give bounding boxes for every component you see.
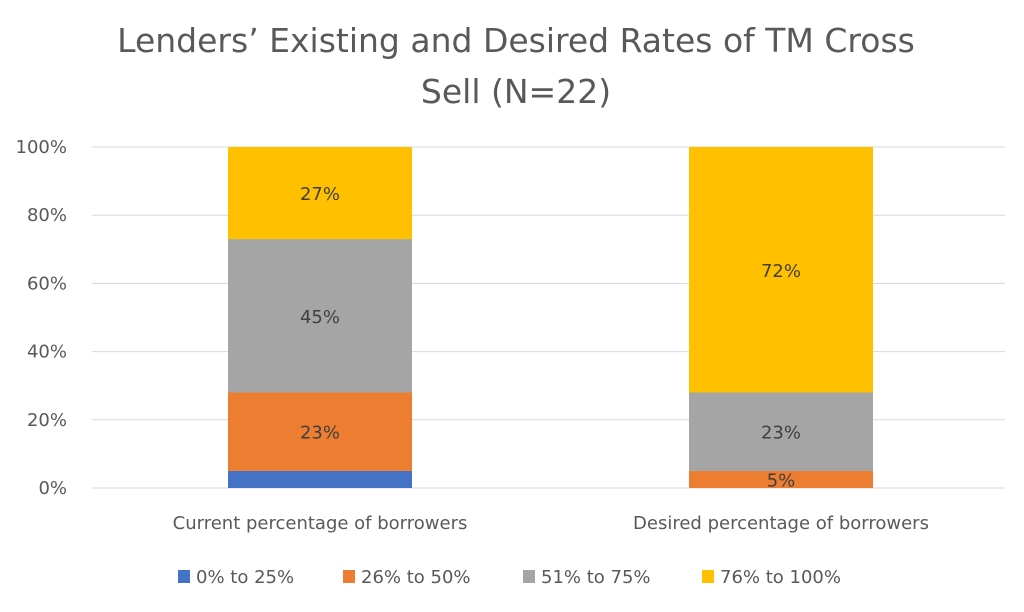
legend-item: 0% to 25% <box>178 567 294 588</box>
data-label: 72% <box>761 261 801 282</box>
category-label: Current percentage of borrowers <box>173 513 468 534</box>
y-tick-label: 20% <box>27 410 67 431</box>
legend-swatch <box>523 570 535 583</box>
legend-label: 26% to 50% <box>361 567 471 588</box>
y-tick-label: 100% <box>16 137 67 158</box>
bars <box>228 147 873 488</box>
legend-item: 26% to 50% <box>343 567 471 588</box>
bar-segment <box>228 470 412 488</box>
legend-swatch <box>343 570 355 583</box>
data-label: 23% <box>761 423 801 444</box>
bar-segment <box>228 239 412 393</box>
y-tick-label: 0% <box>38 478 67 499</box>
legend-swatch <box>702 570 714 583</box>
legend-label: 0% to 25% <box>196 567 294 588</box>
legend-label: 76% to 100% <box>720 567 841 588</box>
bar-segment <box>228 392 412 471</box>
y-tick-label: 60% <box>27 273 67 294</box>
data-label: 45% <box>300 307 340 328</box>
bar-segment <box>689 470 873 488</box>
chart-title-line-1: Lenders’ Existing and Desired Rates of T… <box>117 21 915 60</box>
legend-label: 51% to 75% <box>541 567 651 588</box>
legend-item: 51% to 75% <box>523 567 651 588</box>
y-tick-label: 80% <box>27 205 67 226</box>
y-tick-label: 40% <box>27 342 67 363</box>
data-label: 5% <box>767 470 796 491</box>
legend-item: 76% to 100% <box>702 567 841 588</box>
data-labels: 23% 45% 27% 5% 23% 72% <box>300 184 801 491</box>
bar-segment <box>689 392 873 471</box>
category-label: Desired percentage of borrowers <box>633 513 929 534</box>
chart-title-line-2: Sell (N=22) <box>421 72 611 111</box>
bar-segment <box>228 147 412 240</box>
legend: 0% to 25% 26% to 50% 51% to 75% 76% to 100% <box>178 567 841 588</box>
y-axis-tick-labels: 0% 20% 40% 60% 80% 100% <box>16 137 67 499</box>
x-axis-category-labels: Current percentage of borrowers Desired p… <box>173 513 929 534</box>
legend-swatch <box>178 570 190 583</box>
bar-segment <box>689 147 873 393</box>
data-label: 23% <box>300 423 340 444</box>
data-label: 27% <box>300 184 340 205</box>
chart-title: Lenders’ Existing and Desired Rates of T… <box>117 21 915 111</box>
